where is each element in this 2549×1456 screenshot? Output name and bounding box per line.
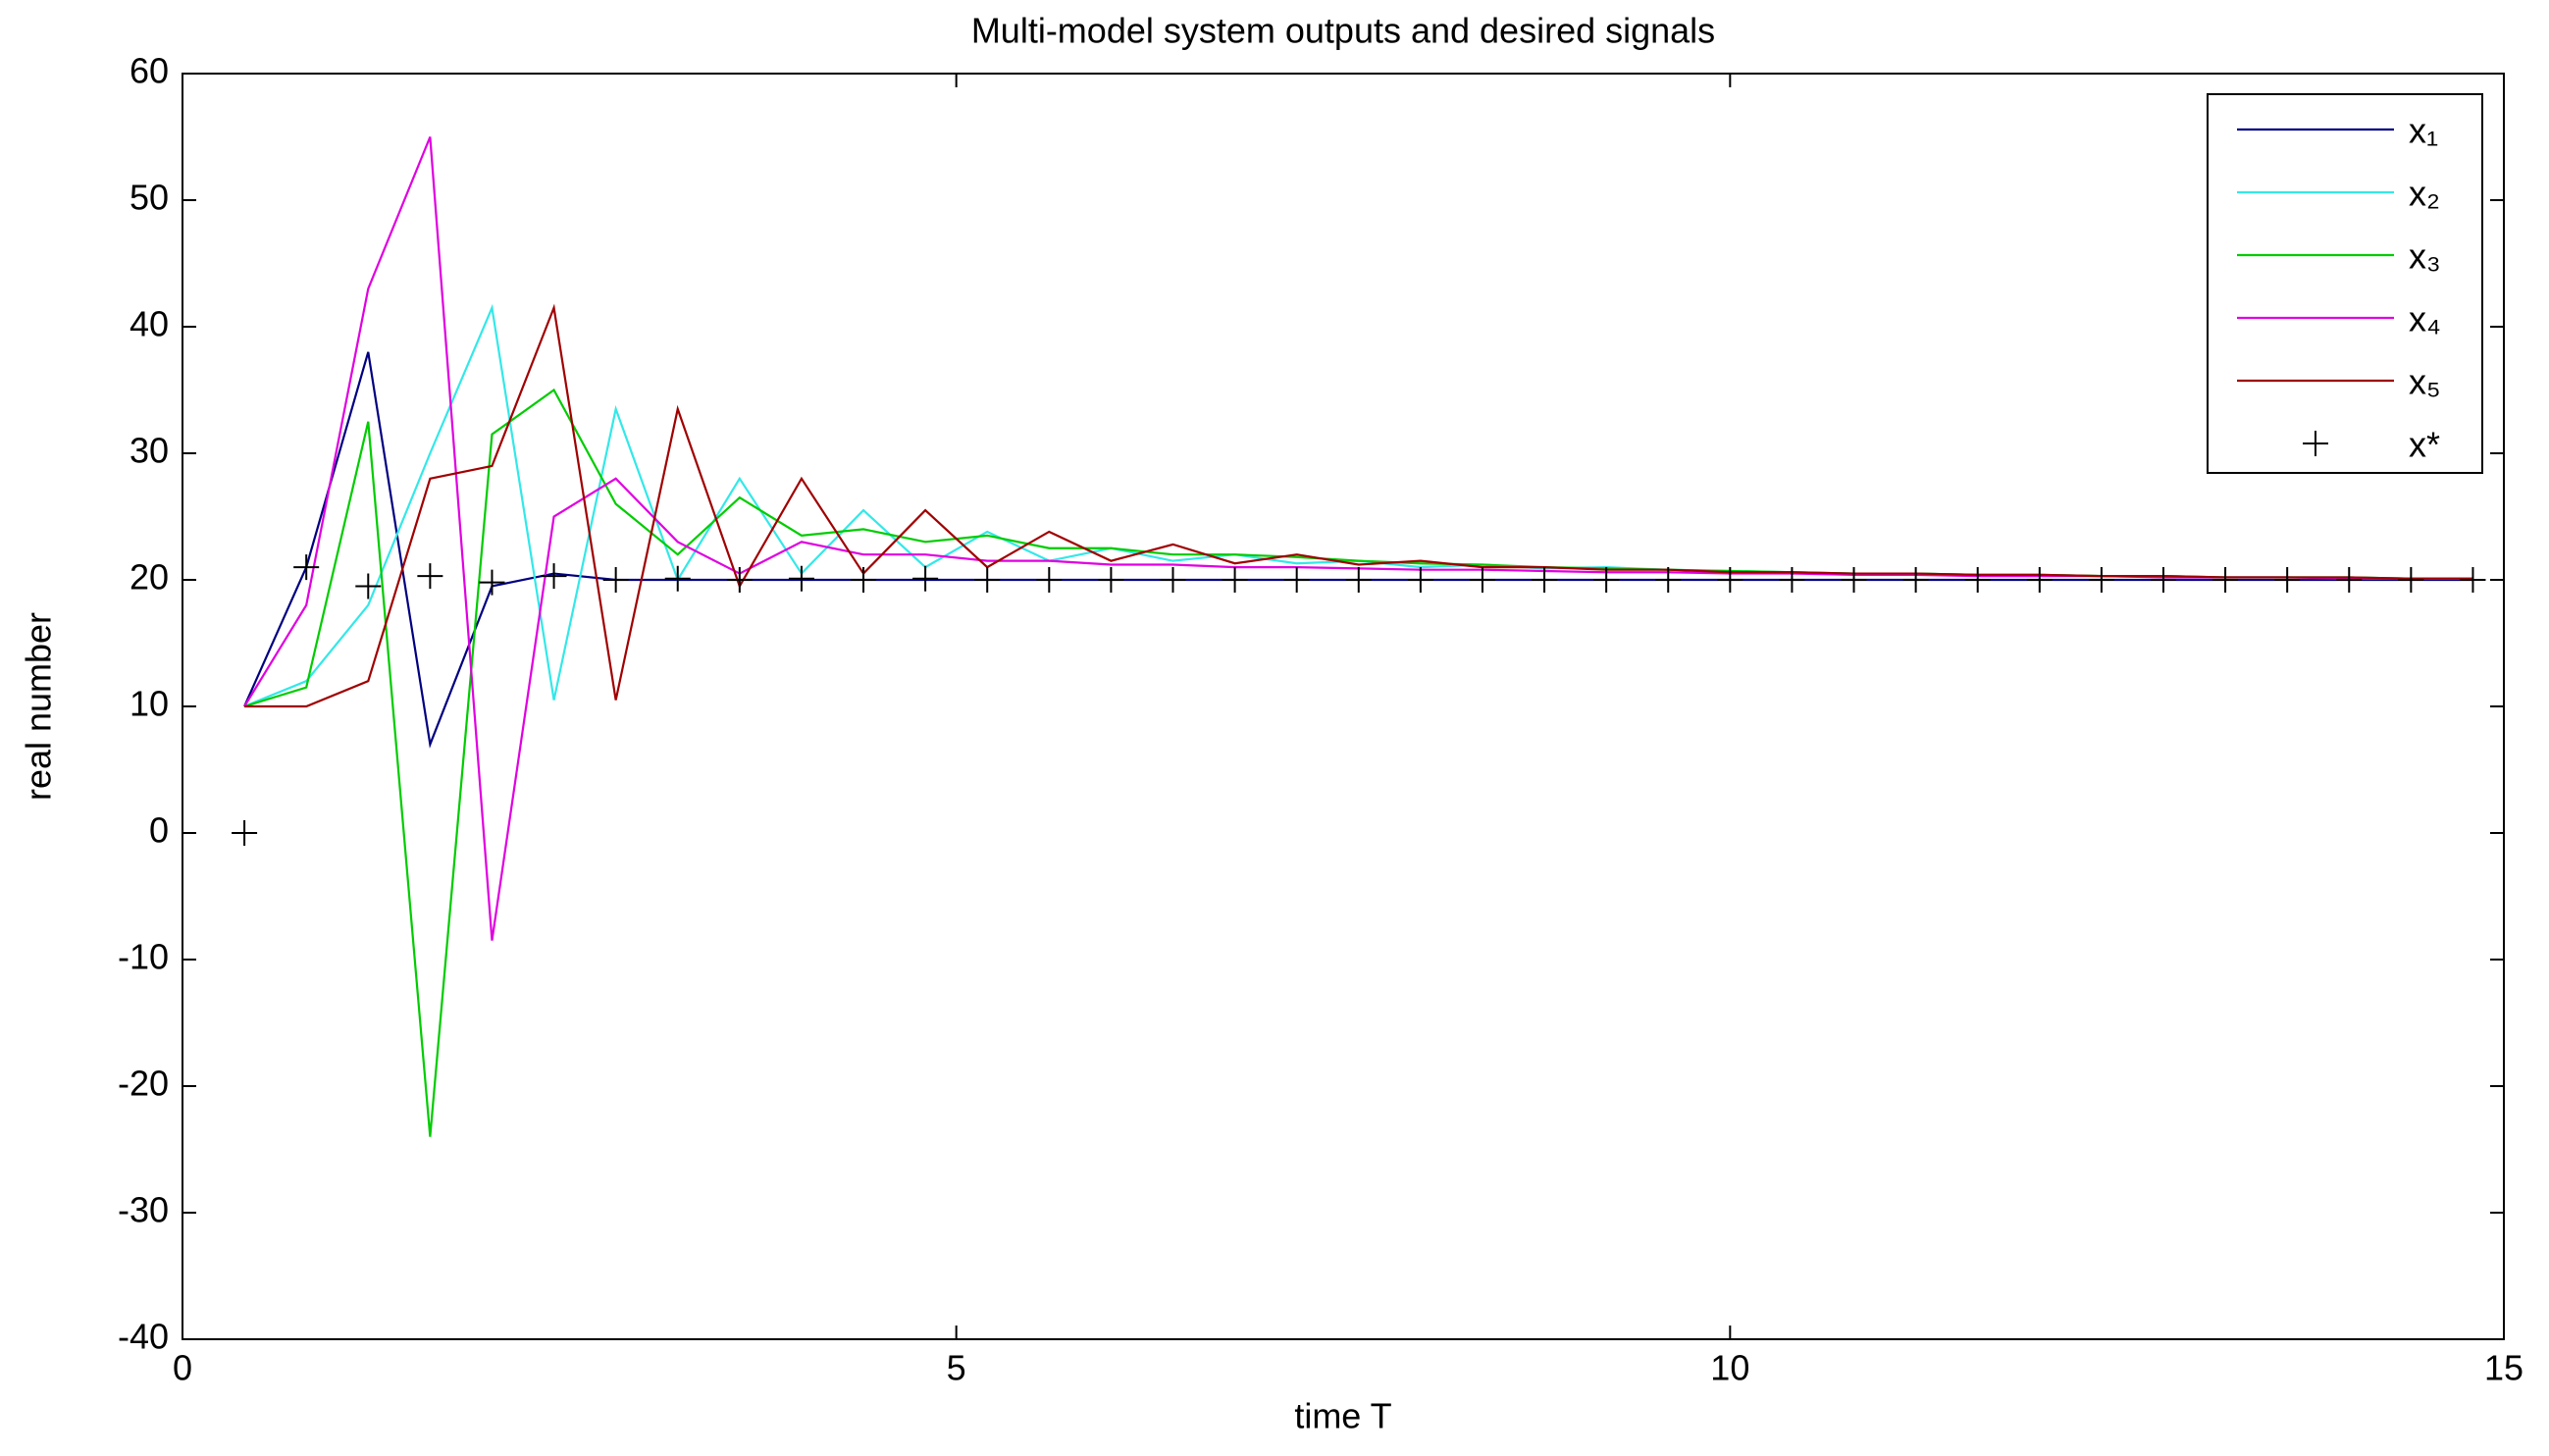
- marker: [1717, 567, 1743, 593]
- legend-label: x₂: [2409, 174, 2440, 214]
- marker: [1407, 567, 1433, 593]
- marker: [2274, 567, 2301, 593]
- y-tick-label: -40: [118, 1317, 169, 1357]
- marker: [2212, 567, 2239, 593]
- legend-marker: [2303, 431, 2328, 456]
- legend-label: x*: [2409, 425, 2440, 465]
- y-tick-label: -20: [118, 1064, 169, 1104]
- marker: [479, 569, 505, 596]
- plot-frame: [182, 73, 2505, 1340]
- y-tick-label: 20: [130, 557, 169, 598]
- marker: [664, 565, 691, 592]
- marker: [355, 573, 382, 599]
- legend-label: x₃: [2409, 236, 2441, 277]
- marker: [1098, 567, 1124, 593]
- x-tick-label: 10: [1710, 1348, 1749, 1388]
- marker: [1036, 567, 1063, 593]
- legend-label: x₅: [2409, 362, 2441, 402]
- marker: [2336, 567, 2363, 593]
- x-tick-label: 5: [947, 1348, 966, 1388]
- y-axis-label: real number: [19, 612, 59, 801]
- marker: [2088, 567, 2114, 593]
- marker: [1593, 567, 1620, 593]
- marker: [1902, 567, 1929, 593]
- marker: [293, 554, 320, 581]
- marker: [1655, 567, 1682, 593]
- y-tick-label: 60: [130, 51, 169, 91]
- marker: [1532, 567, 1558, 593]
- marker: [1964, 567, 1991, 593]
- x-tick-label: 0: [173, 1348, 192, 1388]
- marker: [912, 565, 939, 592]
- marker: [974, 567, 1001, 593]
- marker: [2398, 567, 2424, 593]
- legend-label: x₁: [2409, 111, 2438, 151]
- marker: [541, 563, 567, 590]
- legend-label: x₄: [2409, 299, 2441, 339]
- marker: [602, 567, 629, 593]
- y-tick-label: 0: [149, 810, 169, 851]
- x-tick-label: 15: [2484, 1348, 2523, 1388]
- marker: [851, 567, 877, 593]
- y-tick-label: -10: [118, 937, 169, 977]
- marker: [232, 820, 258, 846]
- marker: [788, 565, 814, 592]
- legend-box: [2207, 93, 2483, 474]
- y-tick-label: 40: [130, 304, 169, 344]
- marker: [726, 567, 753, 593]
- marker: [1160, 567, 1186, 593]
- marker: [417, 563, 443, 590]
- y-tick-label: 30: [130, 431, 169, 471]
- marker: [2026, 567, 2053, 593]
- y-tick-label: 50: [130, 178, 169, 218]
- marker: [2460, 567, 2486, 593]
- chart-title: Multi-model system outputs and desired s…: [971, 11, 1715, 51]
- marker: [1345, 567, 1372, 593]
- marker: [1283, 567, 1310, 593]
- marker: [1779, 567, 1805, 593]
- x-axis-label: time T: [1294, 1396, 1391, 1436]
- marker: [2150, 567, 2176, 593]
- marker: [1222, 567, 1248, 593]
- y-tick-label: 10: [130, 684, 169, 724]
- marker: [1841, 567, 1867, 593]
- marker: [1469, 567, 1495, 593]
- y-tick-label: -30: [118, 1190, 169, 1230]
